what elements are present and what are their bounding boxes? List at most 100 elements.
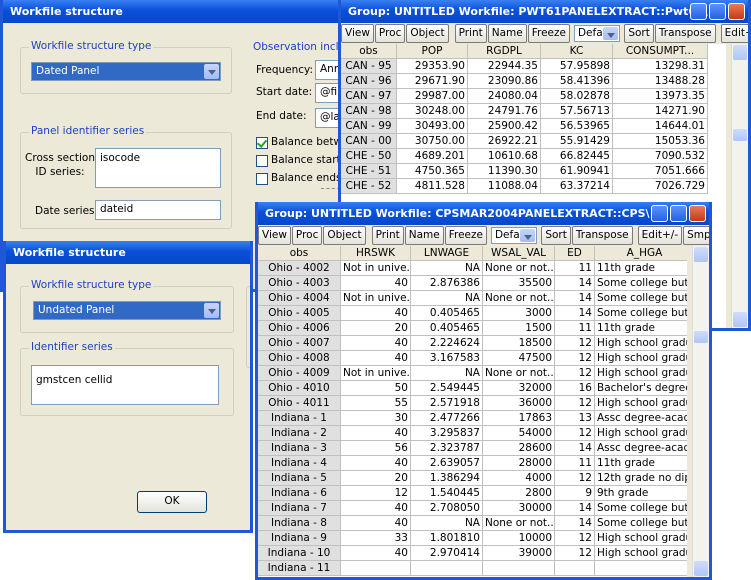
data-row: Ohio - 4009 Not in unive... NA None or not.… (258, 366, 687, 381)
toolbar-button[interactable]: Sort (624, 24, 654, 43)
window-max-button[interactable] (709, 3, 726, 20)
dropdown[interactable]: Default (573, 25, 621, 42)
toolbar-button[interactable]: Freeze (527, 24, 570, 43)
toolbar-button[interactable]: Name (404, 226, 444, 245)
text-area[interactable]: isocode (95, 148, 221, 188)
scroll-up[interactable] (694, 247, 708, 262)
toolbar-button[interactable]: Freeze (444, 226, 487, 245)
row-label: CHE - 50 (341, 149, 397, 164)
header-row: obs HRSWK LNWAGE WSAL_VAL ED A_HGA (258, 246, 687, 261)
data-row: Ohio - 4006 20 0.405465 1500 11 11th grade (258, 321, 687, 336)
toolbar-button[interactable]: Name (487, 24, 527, 43)
separator (321, 188, 347, 189)
group-box: Workfile structure type Undated Panel (20, 279, 234, 333)
scroll-up[interactable] (733, 45, 747, 60)
cell: 40 (341, 426, 411, 441)
toolbar-button[interactable]: Edit+/- (637, 226, 683, 245)
toolbar-button[interactable]: View (258, 226, 291, 245)
cell: 12 (555, 366, 595, 381)
dropdown-arrow (603, 27, 619, 40)
dropdown[interactable]: Undated Panel (33, 301, 221, 320)
cell: 47500 (483, 351, 555, 366)
scroll-down[interactable] (694, 561, 708, 576)
row-label: CAN - 99 (341, 119, 397, 134)
cell: 29987.00 (397, 89, 468, 104)
data-row: Indiana - 10 40 2.970414 39000 12 High school… (258, 546, 687, 561)
cell: 39000 (483, 546, 555, 561)
cell: 11390.30 (468, 164, 541, 179)
dropdown[interactable]: Default (490, 227, 538, 244)
data-row: CHE - 51 4750.365 11390.30 61.90941 7051.666 (341, 164, 708, 179)
cell: 14 (555, 276, 595, 291)
data-row: Indiana - 3 56 2.323787 28600 14 Assc degree-… (258, 441, 687, 456)
window-max-button[interactable] (670, 205, 687, 222)
column-header: obs (258, 246, 341, 261)
toolbar-button[interactable]: Object (323, 226, 366, 245)
data-row: Ohio - 4005 40 0.405465 3000 14 Some college … (258, 306, 687, 321)
cell: NA (411, 291, 483, 306)
cell: 40 (341, 336, 411, 351)
checkbox[interactable] (256, 137, 268, 149)
toolbar-button[interactable]: Sort (541, 226, 571, 245)
cell: NA (411, 366, 483, 381)
dropdown[interactable]: Dated Panel (31, 62, 221, 81)
toolbar-button[interactable]: Print (371, 226, 404, 245)
text-area[interactable]: gmstcen cellid (31, 365, 219, 405)
row-label: Ohio - 4007 (258, 336, 341, 351)
cell: 13973.35 (613, 89, 708, 104)
window-x-button[interactable] (689, 205, 706, 222)
cell: 2.571918 (411, 396, 483, 411)
toolbar-button[interactable]: Transpose (654, 24, 716, 43)
toolbar-button[interactable]: Proc (291, 226, 323, 245)
row-label: Ohio - 4002 (258, 261, 341, 276)
cell: 2.876386 (411, 276, 483, 291)
text-input[interactable]: dateid (95, 200, 221, 220)
cell: 40 (341, 546, 411, 561)
cell: 40 (341, 501, 411, 516)
cell: 1.801810 (411, 531, 483, 546)
row-label: CAN - 98 (341, 104, 397, 119)
checkbox[interactable] (256, 155, 268, 167)
cell: 12 (555, 351, 595, 366)
data-row: CAN - 00 30750.00 26922.21 55.91429 15053.36 (341, 134, 708, 149)
checkbox[interactable] (256, 173, 268, 185)
window-min-button[interactable] (651, 205, 668, 222)
toolbar-button[interactable]: Proc (374, 24, 406, 43)
label: Frequency: (256, 64, 314, 76)
window-x-button[interactable] (728, 3, 745, 20)
checkbox-label: Balance betwe (271, 136, 349, 148)
toolbar-button[interactable]: Smpl+ (683, 226, 709, 245)
scroll-thumb[interactable] (733, 129, 747, 141)
column-header: CONSUMPT... (613, 44, 708, 59)
column-header: A_HGA (595, 246, 687, 261)
cell: 30 (341, 411, 411, 426)
cell: 11th grade (595, 261, 687, 276)
row-label: Indiana - 3 (258, 441, 341, 456)
cell: Some college but no (595, 516, 687, 531)
cell: 11th grade (595, 456, 687, 471)
row-label: Indiana - 4 (258, 456, 341, 471)
cell: High school graduat (595, 351, 687, 366)
toolbar-button[interactable]: Object (406, 24, 449, 43)
toolbar-button[interactable]: Edit+ (720, 24, 748, 43)
cell: 11th grade (595, 321, 687, 336)
cell: NA (411, 261, 483, 276)
scroll-down[interactable] (733, 312, 747, 327)
cell: Bachelor's degree (595, 381, 687, 396)
column-header: LNWAGE (411, 246, 483, 261)
cell: Some college but no (595, 501, 687, 516)
row-label: CAN - 96 (341, 74, 397, 89)
cell: 14 (555, 441, 595, 456)
window-min-button[interactable] (690, 3, 707, 20)
row-label: Ohio - 4010 (258, 381, 341, 396)
scroll-thumb[interactable] (694, 331, 708, 343)
toolbar-button[interactable]: View (341, 24, 374, 43)
toolbar-button[interactable]: Transpose (571, 226, 633, 245)
toolbar-button[interactable]: Print (454, 24, 487, 43)
cell: 29353.90 (397, 59, 468, 74)
ok-button[interactable]: OK (137, 491, 207, 513)
cell (555, 561, 595, 576)
cell: 30248.00 (397, 104, 468, 119)
cell: High school graduat (595, 366, 687, 381)
column-header: RGDPL (468, 44, 541, 59)
